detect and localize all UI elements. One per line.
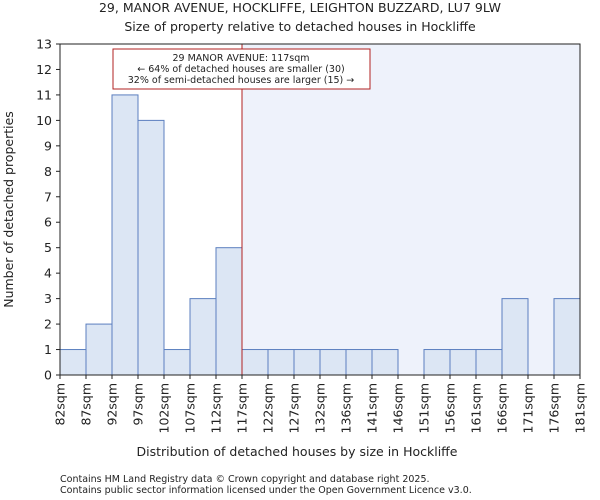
bar-107sqm <box>189 298 217 376</box>
y-tick-label: 5 <box>44 240 52 255</box>
y-tick-label: 0 <box>44 368 52 383</box>
bar-102sqm <box>163 349 191 376</box>
x-tick-label: 146sqm <box>391 383 406 433</box>
x-tick-label: 92sqm <box>105 383 120 426</box>
x-tick-label: 112sqm <box>209 383 224 433</box>
annotation-line-3: 32% of semi-detached houses are larger (… <box>128 75 355 86</box>
chart-title: 29, MANOR AVENUE, HOCKLIFFE, LEIGHTON BU… <box>99 0 501 15</box>
y-tick-label: 9 <box>44 138 52 153</box>
y-tick-label: 4 <box>44 266 52 281</box>
x-tick-label: 161sqm <box>469 383 484 433</box>
annotation-line-2: ← 64% of detached houses are smaller (30… <box>137 64 344 75</box>
bar-136sqm <box>345 349 373 376</box>
chart-subtitle: Size of property relative to detached ho… <box>124 19 476 34</box>
bar-82sqm <box>59 349 87 376</box>
bar-117sqm <box>241 349 269 376</box>
y-tick-label: 3 <box>44 291 52 306</box>
x-tick-label: 107sqm <box>183 383 198 433</box>
bar-161sqm <box>475 349 503 376</box>
x-tick-label: 166sqm <box>495 383 510 433</box>
bar-141sqm <box>371 349 399 376</box>
bar-151sqm <box>423 349 451 376</box>
y-tick-label: 13 <box>36 37 52 52</box>
bar-166sqm <box>501 298 529 376</box>
x-tick-label: 141sqm <box>365 383 380 433</box>
x-tick-label: 127sqm <box>287 383 302 433</box>
bar-97sqm <box>137 119 165 376</box>
x-tick-label: 122sqm <box>261 383 276 433</box>
y-tick-label: 11 <box>36 87 52 102</box>
bar-156sqm <box>449 349 477 376</box>
x-tick-label: 82sqm <box>53 383 68 426</box>
x-tick-label: 97sqm <box>131 383 146 426</box>
y-tick-label: 6 <box>44 215 52 230</box>
y-tick-label: 8 <box>44 164 52 179</box>
bar-122sqm <box>267 349 295 376</box>
bar-92sqm <box>111 94 139 376</box>
x-tick-label: 156sqm <box>443 383 458 433</box>
x-tick-label: 176sqm <box>547 383 562 433</box>
highlight-region <box>242 44 580 375</box>
x-tick-label: 117sqm <box>235 383 250 433</box>
x-tick-label: 87sqm <box>79 383 94 426</box>
x-tick-label: 181sqm <box>573 383 588 433</box>
bars-group <box>59 94 581 376</box>
bar-127sqm <box>293 349 321 376</box>
bar-176sqm <box>553 298 581 376</box>
bar-132sqm <box>319 349 347 376</box>
y-tick-label: 10 <box>36 113 52 128</box>
y-tick-label: 12 <box>36 62 52 77</box>
x-tick-label: 102sqm <box>157 383 172 433</box>
footer-line-2: Contains public sector information licen… <box>60 485 472 496</box>
x-tick-label: 171sqm <box>521 383 536 433</box>
y-tick-label: 2 <box>44 317 52 332</box>
y-tick-label: 7 <box>44 189 52 204</box>
y-tick-label: 1 <box>44 342 52 357</box>
bar-112sqm <box>215 247 243 376</box>
y-axis-label: Number of detached properties <box>1 111 16 308</box>
x-tick-label: 132sqm <box>313 383 328 433</box>
annotation-frame <box>112 48 371 90</box>
x-axis: 82sqm 87sqm 92sqm 97sqm 102sqm 107sqm 112sqm 11… <box>53 375 588 433</box>
x-tick-label: 136sqm <box>339 383 354 433</box>
x-axis-label: Distribution of detached houses by size … <box>137 444 458 459</box>
bar-87sqm <box>85 323 113 376</box>
x-tick-label: 151sqm <box>417 383 432 433</box>
annotation-line-1: 29 MANOR AVENUE: 117sqm <box>172 53 309 64</box>
annotation-box: 29 MANOR AVENUE: 117sqm ← 64% of detache… <box>112 48 371 90</box>
footer-line-1: Contains HM Land Registry data © Crown c… <box>60 474 430 485</box>
